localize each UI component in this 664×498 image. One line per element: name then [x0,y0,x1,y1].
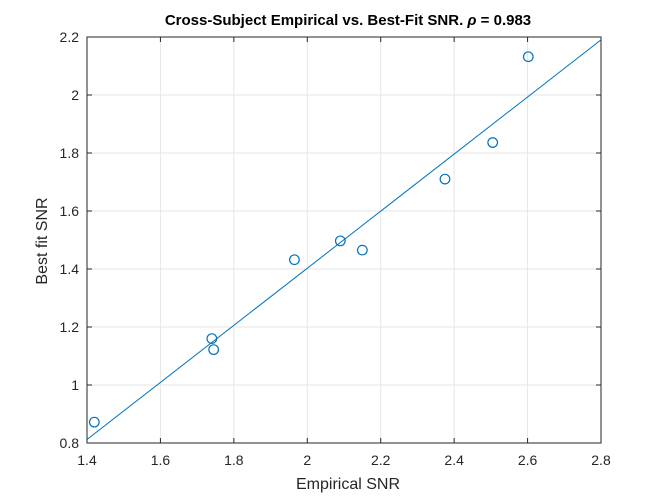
tick-marks [86,36,602,444]
x-tick-label: 2.2 [371,452,391,468]
data-point [439,173,451,185]
grid-lines [87,37,601,443]
y-tick-label: 2.2 [60,29,80,45]
data-points [88,51,534,428]
y-tick-label: 0.8 [60,435,80,451]
x-tick-label: 1.6 [151,452,171,468]
data-point [334,235,346,247]
y-tick-label: 1.4 [60,261,80,277]
x-tick-label: 1.8 [224,452,244,468]
y-tick-label: 1.8 [60,145,80,161]
y-axis-label: Best fit SNR [34,197,51,284]
data-point [487,137,499,148]
x-tick-label: 2.4 [444,452,464,468]
x-tick-label: 2.8 [591,452,611,468]
y-tick-label: 2 [71,87,79,103]
x-tick-label: 2 [303,452,311,468]
y-tick-label: 1.2 [60,319,80,335]
data-point [88,416,100,428]
y-tick-label: 1 [71,377,79,393]
data-point [208,344,220,356]
x-tick-label: 2.6 [518,452,538,468]
data-point [356,244,368,256]
y-tick-labels: 0.8 1 1.2 1.4 1.6 1.8 2 2.2 [60,29,80,451]
fit-line [86,39,602,440]
chart-title: Cross-Subject Empirical vs. Best-Fit SNR… [165,12,531,29]
y-tick-label: 1.6 [60,203,80,219]
data-point [289,254,300,266]
x-axis-label: Empirical SNR [296,476,400,493]
data-point [522,51,534,63]
x-tick-label: 1.4 [77,452,97,468]
fit-line-group [86,39,602,440]
x-tick-labels: 1.4 1.6 1.8 2 2.2 2.4 2.6 2.8 [77,452,611,468]
axes-box [86,36,602,444]
data-point [206,333,218,345]
